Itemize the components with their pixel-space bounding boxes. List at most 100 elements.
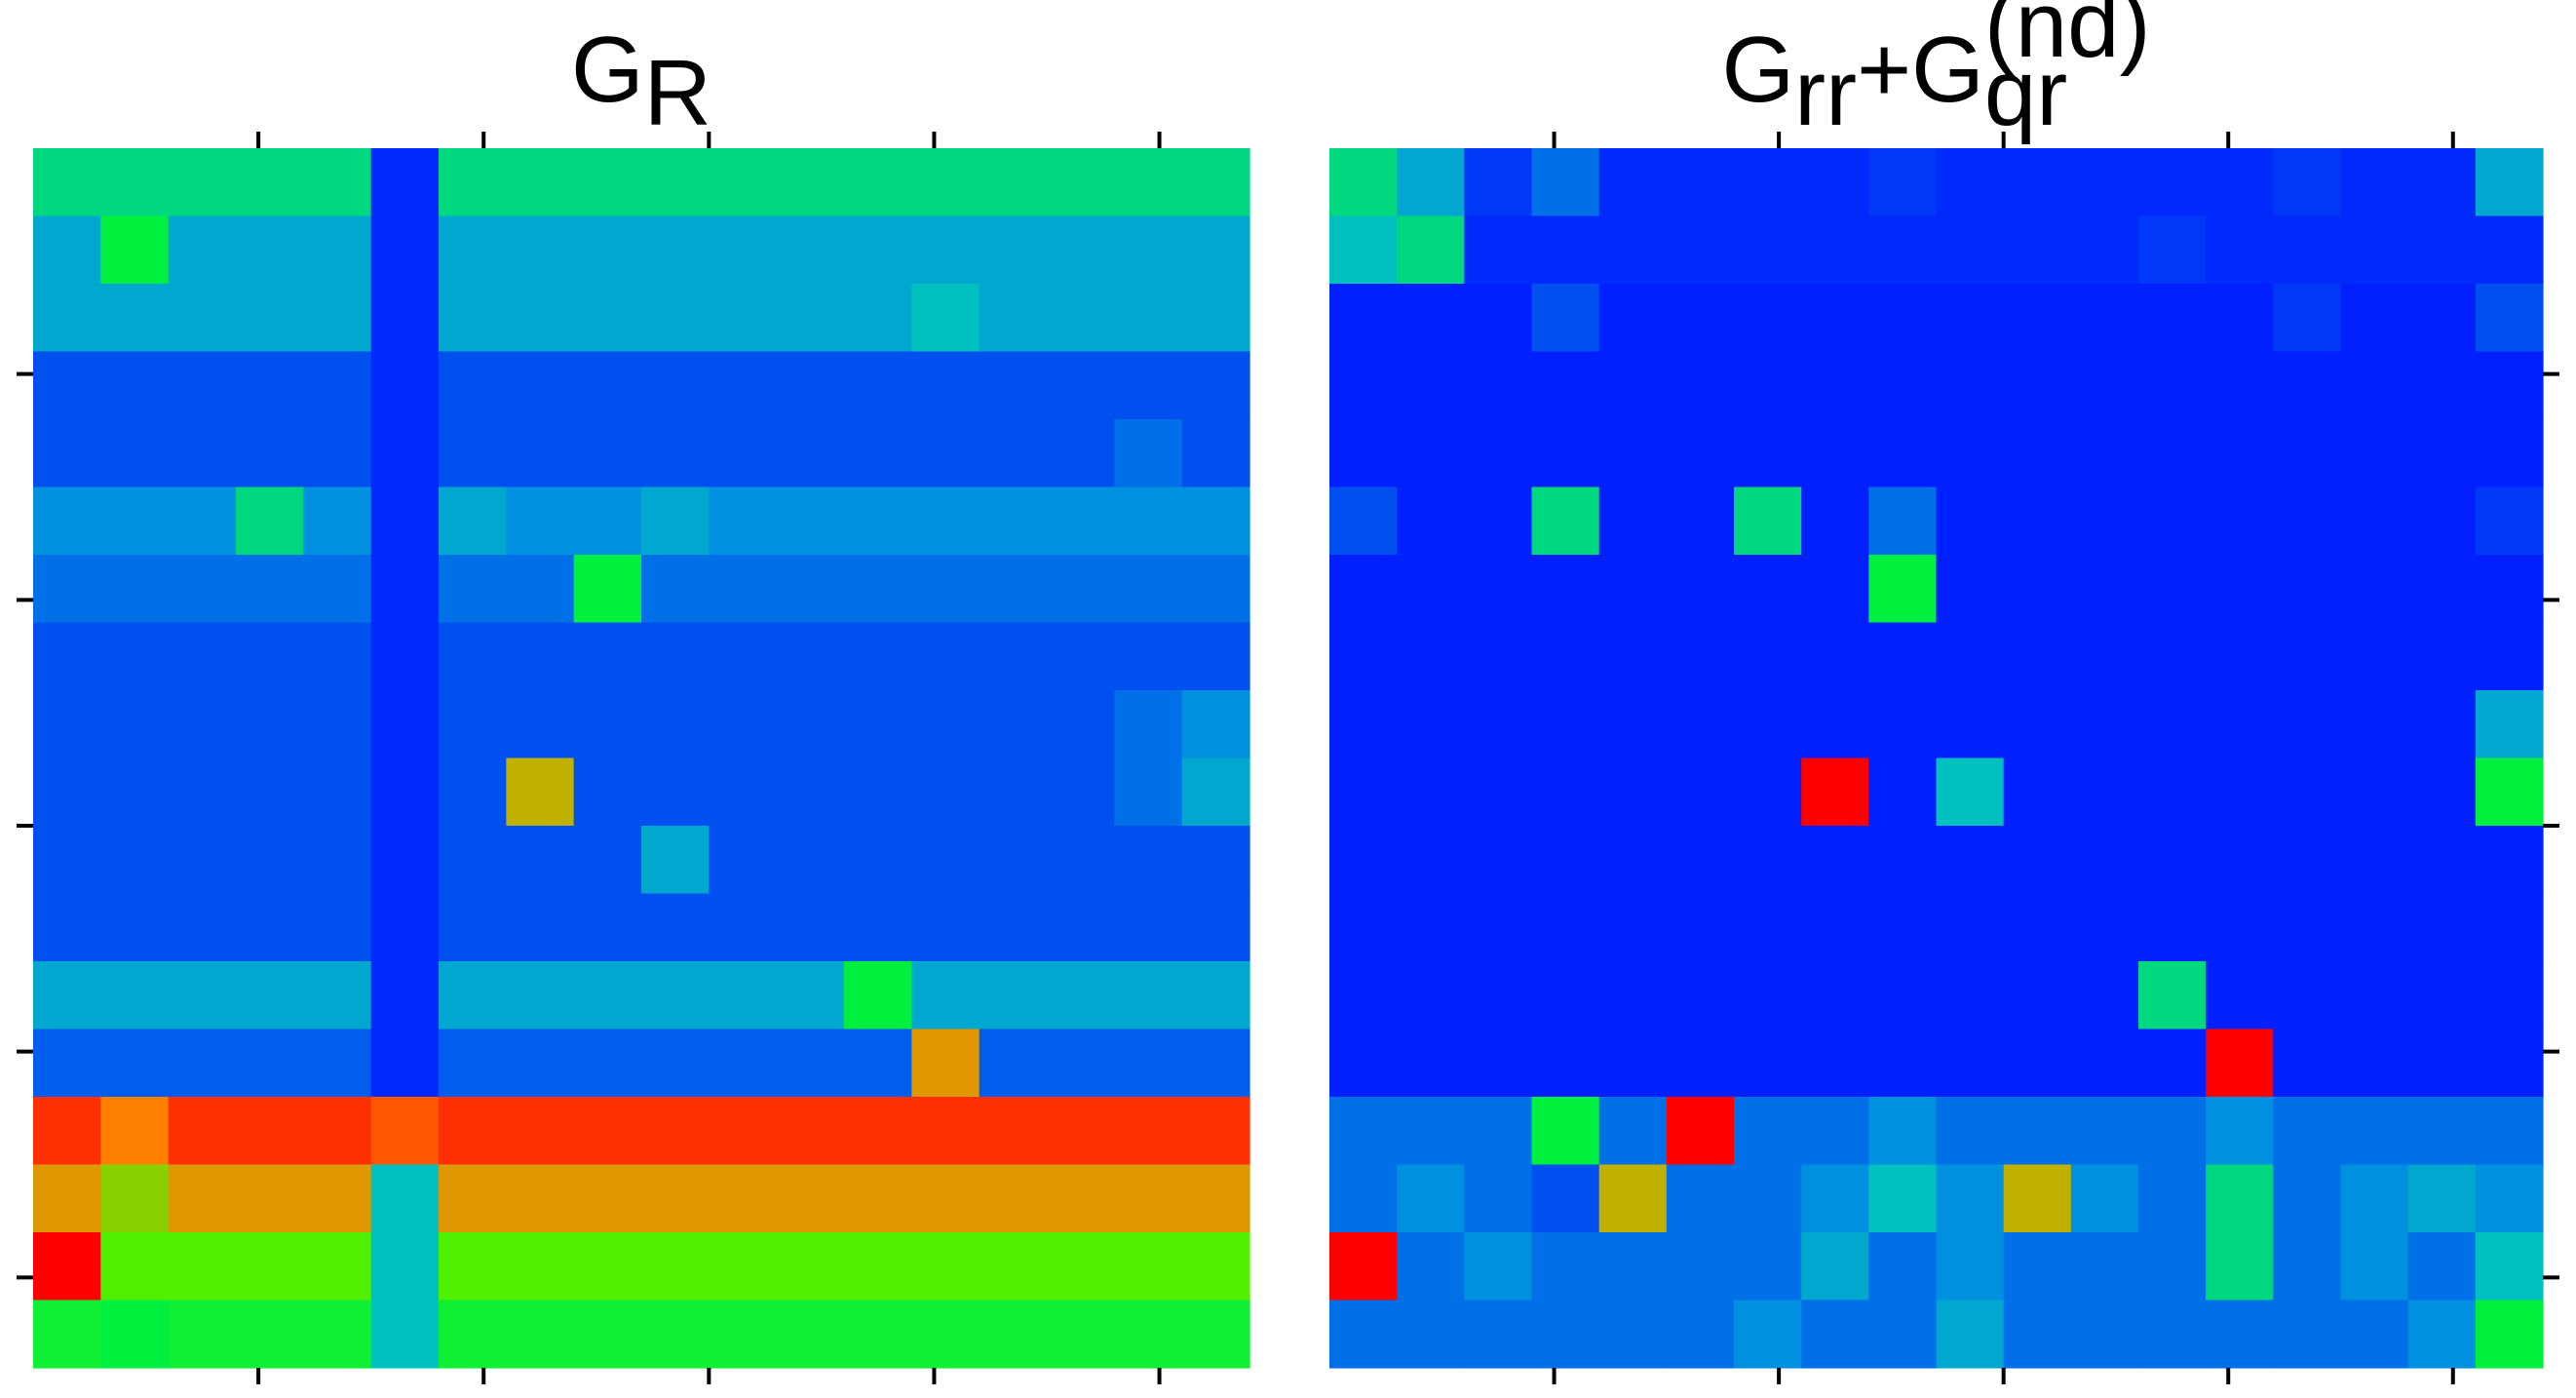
- heatmap-cell: [1936, 757, 2005, 827]
- heatmap-cell: [1181, 215, 1250, 285]
- heatmap-cell: [641, 622, 710, 691]
- heatmap-cell: [100, 1164, 170, 1233]
- heatmap-cell: [1114, 555, 1183, 624]
- heatmap-cell: [439, 622, 507, 691]
- heatmap-cell: [236, 419, 304, 488]
- heatmap-cell: [709, 284, 778, 353]
- heatmap-cell: [844, 1164, 912, 1233]
- heatmap-cell: [2340, 1029, 2409, 1098]
- heatmap: [1329, 148, 2544, 1369]
- heatmap-cell: [1801, 622, 1869, 691]
- heatmap-cell: [2273, 690, 2342, 759]
- heatmap-cell: [2206, 1164, 2274, 1233]
- heatmap-cell: [100, 419, 170, 488]
- heatmap-cell: [506, 148, 575, 217]
- heatmap-cell: [1666, 1300, 1735, 1369]
- heatmap-cell: [1531, 284, 1600, 353]
- heatmap-cell: [1329, 555, 1398, 624]
- heatmap-cell: [1181, 148, 1250, 217]
- heatmap-cell: [1666, 351, 1735, 420]
- heatmap-cell: [1397, 1300, 1465, 1369]
- heatmap-cell: [370, 419, 440, 488]
- heatmap-cell: [33, 1300, 101, 1369]
- heatmap-cell: [303, 690, 372, 759]
- heatmap-cell: [1531, 555, 1600, 624]
- heatmap-cell: [439, 555, 507, 624]
- heatmap-cell: [709, 893, 778, 962]
- heatmap-cell: [1464, 1164, 1533, 1233]
- heatmap-cell: [979, 486, 1048, 556]
- heatmap-cell: [844, 690, 912, 759]
- heatmap-cell: [439, 148, 507, 217]
- heatmap-cell: [844, 215, 912, 285]
- heatmap-cell: [370, 622, 440, 691]
- heatmap-cell: [1181, 284, 1250, 353]
- heatmap-cell: [236, 215, 304, 285]
- heatmap-cell: [1868, 961, 1938, 1030]
- heatmap-cell: [303, 1232, 372, 1301]
- heatmap-cell: [1868, 148, 1938, 217]
- heatmap-cell: [370, 148, 440, 217]
- heatmap-cell: [573, 893, 642, 962]
- heatmap-cell: [2475, 1097, 2544, 1166]
- heatmap-cell: [1801, 826, 1869, 895]
- heatmap-cell: [2138, 1029, 2207, 1098]
- heatmap-cell: [1047, 215, 1115, 285]
- heatmap-cell: [2273, 826, 2342, 895]
- heatmap-cell: [1114, 826, 1183, 895]
- heatmap-cell: [2003, 419, 2072, 488]
- heatmap-cell: [641, 1097, 710, 1166]
- heatmap-cell: [1801, 486, 1869, 556]
- heatmap-cell: [303, 757, 372, 827]
- heatmap-cell: [1464, 826, 1533, 895]
- heatmap-cell: [2407, 1029, 2477, 1098]
- heatmap-cell: [1531, 1300, 1600, 1369]
- heatmap-cell: [2407, 757, 2477, 827]
- heatmap-cell: [2475, 215, 2544, 285]
- heatmap-cell: [1114, 419, 1183, 488]
- heatmap-cell: [506, 555, 575, 624]
- heatmap-cell: [1047, 1300, 1115, 1369]
- heatmap-cell: [2206, 893, 2274, 962]
- heatmap-cell: [2407, 1232, 2477, 1301]
- heatmap-cell: [100, 1029, 170, 1098]
- heatmap-cell: [709, 1164, 778, 1233]
- heatmap-cell: [1047, 757, 1115, 827]
- heatmap-cell: [2273, 419, 2342, 488]
- heatmap-cell: [776, 622, 845, 691]
- heatmap-cell: [1801, 1097, 1869, 1166]
- heatmap-cell: [2273, 215, 2342, 285]
- heatmap-cell: [236, 757, 304, 827]
- heatmap-cell: [1666, 961, 1735, 1030]
- heatmap-cell: [1329, 893, 1398, 962]
- heatmap-cell: [641, 486, 710, 556]
- heatmap-cell: [709, 690, 778, 759]
- heatmap-cell: [439, 961, 507, 1030]
- heatmap-cell: [1598, 690, 1668, 759]
- heatmap-cell: [1181, 351, 1250, 420]
- heatmap-cell: [1598, 419, 1668, 488]
- heatmap-cell: [911, 757, 980, 827]
- heatmap-cell: [776, 1300, 845, 1369]
- heatmap-cell: [1047, 1164, 1115, 1233]
- heatmap-cell: [100, 893, 170, 962]
- heatmap-cell: [709, 419, 778, 488]
- heatmap-cell: [1397, 757, 1465, 827]
- heatmap-cell: [168, 961, 237, 1030]
- heatmap-cell: [168, 284, 237, 353]
- heatmap-cell: [709, 1300, 778, 1369]
- heatmap-cell: [168, 1029, 237, 1098]
- heatmap-cell: [236, 1029, 304, 1098]
- heatmap-cell: [100, 351, 170, 420]
- heatmap-cell: [439, 1097, 507, 1166]
- chart-title: (nd): [1984, 0, 2151, 77]
- heatmap-cell: [2070, 215, 2139, 285]
- heatmap-cell: [1868, 1029, 1938, 1098]
- heatmap-cell: [1734, 419, 1802, 488]
- heatmap-cell: [1114, 893, 1183, 962]
- heatmap-cell: [573, 215, 642, 285]
- heatmap-cell: [370, 351, 440, 420]
- heatmap-cell: [1397, 215, 1465, 285]
- heatmap-cell: [1329, 826, 1398, 895]
- heatmap-cell: [2138, 284, 2207, 353]
